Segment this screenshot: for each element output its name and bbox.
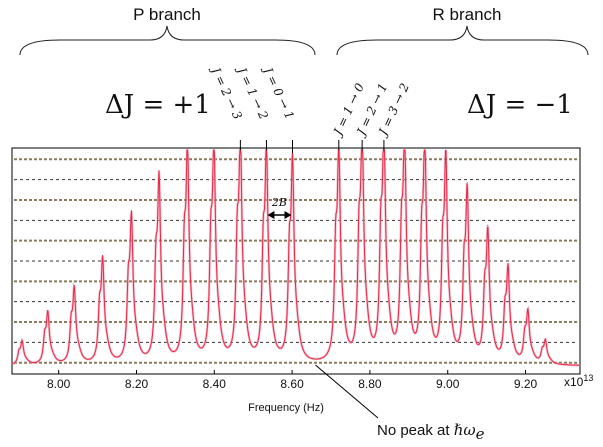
p-delta-label: ΔJ = +1 [105, 90, 211, 120]
spectrum-peak-point [403, 149, 406, 151]
x-axis-exponent: x1013 [564, 373, 593, 389]
x-axis-label: Frequency (Hz) [248, 402, 324, 414]
p-branch-brace [19, 25, 316, 56]
p-branch-label: P branch [133, 5, 201, 24]
x-tick-label: 9.20 [514, 377, 538, 391]
spectrum-peak-point [158, 170, 160, 172]
x-axis-ticks: 8.00 8.20 8.40 8.60 8.80 9.00 9.20 [47, 370, 538, 391]
spacing-label: 2B [271, 196, 287, 209]
no-peak-symbol: ℏω [454, 421, 476, 439]
spacing-arrowhead-right [284, 211, 292, 219]
spectrum-peak-point [527, 308, 529, 310]
spacing-annotation: 2B [267, 196, 292, 219]
no-peak-pointer [315, 364, 379, 419]
spacing-arrowhead-left [267, 211, 275, 219]
spectrum-peak-point [424, 149, 426, 151]
spectrum-peak-point [544, 338, 546, 340]
spectrum-peak-point [213, 149, 215, 151]
no-peak-subscript: e [476, 425, 485, 443]
spectrum-peak-point [507, 262, 509, 265]
x-axis-exponent-power: 13 [583, 373, 593, 383]
x-tick-label: 9.00 [436, 377, 460, 391]
spectrum-peak-point [487, 224, 489, 227]
r-branch-brace [336, 25, 589, 56]
no-peak-note-text: No peak at [377, 422, 454, 439]
spectrum-peak-point [73, 284, 75, 287]
spectrum-peak-point [466, 182, 468, 184]
spectrum-line [11, 149, 581, 366]
spectrum-peak-point [445, 149, 447, 151]
spectrum-peak-point [130, 210, 133, 212]
r-delta-label: ΔJ = −1 [467, 90, 573, 120]
plot-frame [11, 147, 581, 375]
spectrum-peak-point [186, 149, 189, 151]
spectrum-peak-point [47, 310, 49, 312]
r-branch-label: R branch [433, 5, 502, 24]
spectrum-series [11, 149, 581, 367]
x-tick-label: 8.80 [358, 377, 382, 391]
no-peak-note: No peak at ℏωe [377, 421, 485, 443]
x-tick-label: 8.00 [47, 377, 71, 391]
x-axis-exponent-base: x10 [564, 375, 584, 389]
spectrum-peak-point [102, 254, 104, 257]
x-tick-label: 8.20 [125, 377, 149, 391]
x-tick-label: 8.60 [280, 377, 304, 391]
spectrum-peak-point [21, 339, 23, 342]
x-tick-label: 8.40 [203, 377, 227, 391]
